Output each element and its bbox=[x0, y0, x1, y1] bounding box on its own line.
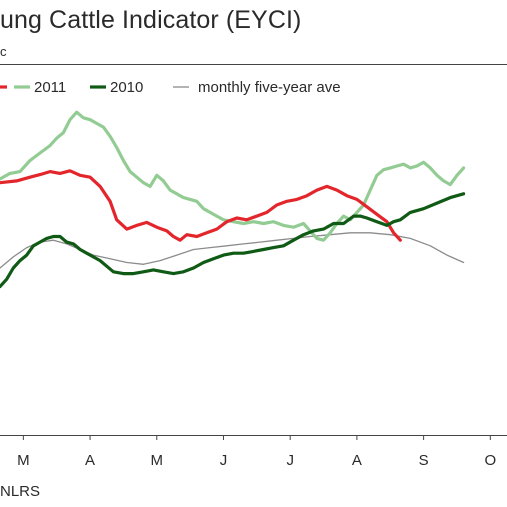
legend-label-3: 2010 bbox=[110, 79, 143, 96]
source-note: NLRS bbox=[0, 483, 41, 500]
x-tick-label: M bbox=[17, 452, 30, 469]
series-line-1 bbox=[0, 169, 402, 242]
series-layer bbox=[0, 110, 466, 289]
x-tick-label: O bbox=[484, 452, 496, 469]
legend-label-2: 2011 bbox=[34, 79, 66, 96]
x-tick-label: J bbox=[286, 452, 294, 469]
x-tick-label: A bbox=[352, 452, 362, 469]
series-line-4 bbox=[0, 232, 465, 269]
x-tick-label: J bbox=[220, 452, 228, 469]
series-line-3 bbox=[0, 192, 466, 289]
y-axis-unit-label: c bbox=[0, 44, 7, 59]
chart-title: ung Cattle Indicator (EYCI) bbox=[0, 6, 302, 34]
legend-label-4: monthly five-year ave bbox=[198, 79, 341, 96]
x-tick-label: M bbox=[151, 452, 164, 469]
x-tick-label: A bbox=[85, 452, 95, 469]
legend: 2011 2010 monthly five-year ave bbox=[0, 79, 341, 96]
x-tick-label: S bbox=[419, 452, 429, 469]
